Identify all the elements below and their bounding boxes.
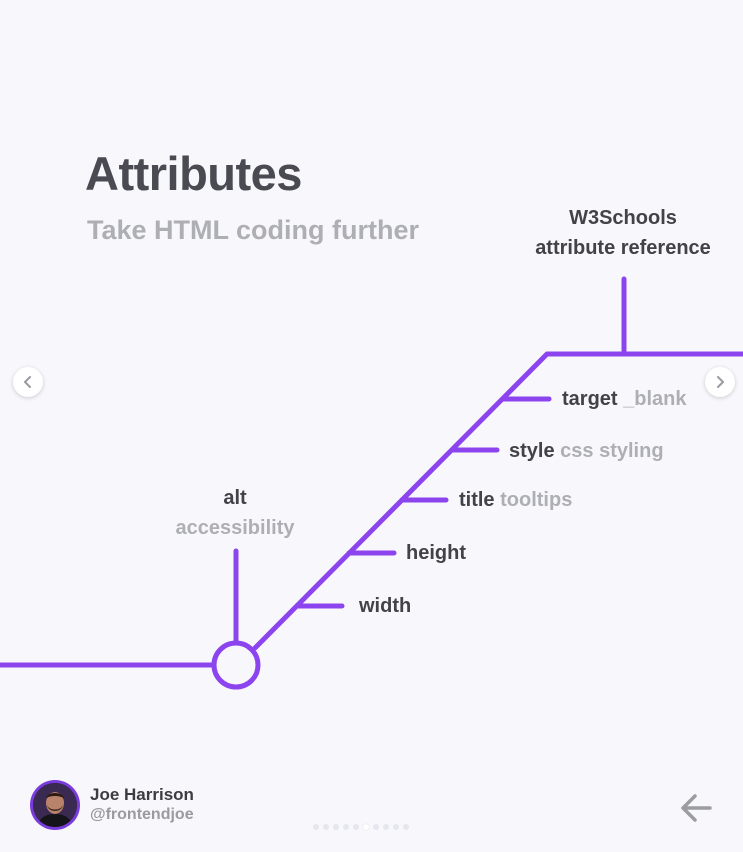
branch-name: target [562, 388, 618, 410]
start-node-desc: accessibility [175, 517, 295, 539]
author-handle: @frontendjoe [90, 806, 194, 823]
avatar[interactable] [30, 780, 80, 830]
branch-label-title: title tooltips [459, 488, 572, 512]
branch-desc: tooltips [500, 489, 573, 511]
carousel-dot[interactable] [313, 824, 319, 830]
branch-name: height [406, 542, 466, 564]
avatar-photo [33, 783, 77, 827]
branch-name: width [359, 595, 412, 617]
carousel-dot[interactable] [373, 824, 379, 830]
branch-desc: css styling [560, 440, 664, 462]
page-title: Attributes [85, 147, 302, 200]
carousel-prev-button[interactable] [13, 367, 43, 397]
carousel-dot[interactable] [353, 824, 359, 830]
branch-label-height: height [406, 541, 466, 565]
reference-line-2: attribute reference [535, 237, 711, 259]
start-node-label: alt accessibility [160, 483, 310, 543]
carousel-dot[interactable] [363, 824, 369, 830]
alt-station-node [211, 640, 261, 690]
carousel-dot[interactable] [323, 824, 329, 830]
reference-label: W3Schools attribute reference [520, 203, 726, 263]
carousel-dot[interactable] [333, 824, 339, 830]
carousel-dot[interactable] [343, 824, 349, 830]
page-subtitle: Take HTML coding further [87, 215, 420, 245]
branch-label-target: target _blank [562, 387, 687, 411]
branch-desc: _blank [623, 388, 687, 410]
arrow-left-icon[interactable] [676, 787, 718, 829]
branch-label-width: width [359, 594, 411, 618]
author-name: Joe Harrison [90, 785, 194, 804]
reference-line-1: W3Schools [569, 207, 677, 229]
chevron-left-icon [24, 376, 31, 388]
chevron-right-icon [717, 376, 724, 388]
branch-name: style [509, 440, 555, 462]
carousel-dots [313, 824, 409, 830]
start-node-name: alt [223, 487, 247, 509]
person-portrait-icon [33, 783, 77, 827]
branch-name: title [459, 489, 495, 511]
carousel-dot[interactable] [403, 824, 409, 830]
branch-label-style: style css styling [509, 439, 664, 463]
carousel-dot[interactable] [383, 824, 389, 830]
carousel-next-button[interactable] [705, 367, 735, 397]
main-track [0, 351, 743, 668]
carousel-dot[interactable] [393, 824, 399, 830]
